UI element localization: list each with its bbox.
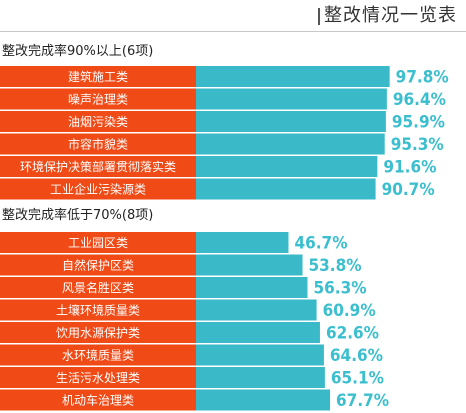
value-label: 95.3%	[391, 135, 444, 155]
category-label: 工业企业污染源类	[50, 182, 146, 197]
bar-row-low-1: 自然保护区类 53.8%	[0, 254, 362, 276]
category-label: 建筑施工类	[68, 69, 128, 84]
value-label: 97.8%	[396, 68, 449, 88]
value-label: 46.7%	[294, 234, 347, 254]
bar-row-low-7: 机动车治理类 67.7%	[0, 389, 389, 411]
value-label: 91.6%	[383, 158, 436, 178]
category-block	[0, 344, 196, 366]
bar-row-high-4: 环境保护决策部署贯彻落实类 91.6%	[0, 156, 436, 178]
value-bar	[196, 88, 387, 110]
value-bar	[196, 389, 331, 411]
category-label: 噪声治理类	[68, 93, 128, 107]
category-label: 自然保护区类	[62, 258, 134, 273]
category-block	[0, 66, 196, 87]
value-bar	[196, 133, 385, 155]
category-block	[0, 156, 196, 177]
category-block	[0, 277, 196, 298]
value-bar	[196, 299, 317, 321]
value-bar	[196, 344, 324, 366]
category-block	[0, 389, 196, 411]
category-label: 生活污水处理类	[56, 371, 140, 385]
value-label: 53.8%	[309, 256, 362, 276]
page-title: 整改情况一览表	[324, 5, 457, 26]
value-bar	[196, 111, 386, 132]
value-label: 62.6%	[326, 324, 379, 344]
section-title-high: 整改完成率90%以上(6项)	[2, 44, 154, 59]
value-bar	[196, 322, 320, 343]
category-block	[0, 254, 196, 276]
category-label: 工业园区类	[68, 236, 128, 250]
category-label: 饮用水源保护类	[56, 326, 140, 340]
bar-row-low-0: 工业园区类 46.7%	[0, 232, 348, 254]
bar-row-high-5: 工业企业污染源类 90.7%	[0, 178, 435, 200]
category-block	[0, 111, 196, 132]
value-label: 56.3%	[313, 279, 366, 299]
value-label: 60.9%	[323, 301, 376, 321]
value-bar	[196, 232, 289, 253]
category-block	[0, 178, 196, 200]
bar-row-high-3: 市容市貌类 95.3%	[0, 133, 444, 155]
category-label: 土壤环境质量类	[56, 303, 140, 318]
header-accent-bar	[318, 8, 320, 25]
category-label: 油烟污染类	[68, 114, 128, 129]
bar-row-low-4: 饮用水源保护类 62.6%	[0, 322, 379, 344]
category-label: 市容市貌类	[68, 137, 128, 152]
bar-row-high-2: 油烟污染类 95.9%	[0, 111, 445, 133]
category-label: 风景名胜区类	[62, 280, 134, 295]
value-label: 90.7%	[382, 180, 435, 200]
value-label: 67.7%	[336, 391, 389, 411]
category-block	[0, 367, 196, 388]
category-block	[0, 88, 196, 110]
value-label: 96.4%	[393, 90, 446, 110]
header: 整改情况一览表	[0, 0, 466, 34]
value-label: 95.9%	[392, 113, 445, 133]
category-label: 水环境质量类	[62, 348, 134, 363]
value-label: 64.6%	[330, 346, 383, 366]
bar-row-high-1: 噪声治理类 96.4%	[0, 88, 446, 110]
category-label: 机动车治理类	[62, 393, 134, 408]
value-bar	[196, 156, 378, 177]
value-bar	[196, 277, 308, 298]
bar-row-high-0: 建筑施工类 97.8%	[0, 66, 449, 88]
category-block	[0, 232, 196, 253]
category-block	[0, 322, 196, 343]
value-bar	[196, 367, 325, 388]
value-bar	[196, 66, 390, 87]
value-bar	[196, 178, 376, 200]
section-title-low: 整改完成率低于70%(8项)	[2, 208, 154, 223]
category-block	[0, 133, 196, 155]
bar-row-low-5: 水环境质量类 64.6%	[0, 344, 383, 366]
value-label: 65.1%	[331, 369, 384, 389]
category-label: 环境保护决策部署贯彻落实类	[20, 159, 176, 174]
header-divider	[0, 31, 466, 32]
bar-row-low-3: 土壤环境质量类 60.9%	[0, 299, 376, 321]
category-block	[0, 299, 196, 321]
bar-row-low-6: 生活污水处理类 65.1%	[0, 367, 384, 389]
value-bar	[196, 254, 303, 276]
bar-row-low-2: 风景名胜区类 56.3%	[0, 277, 367, 299]
